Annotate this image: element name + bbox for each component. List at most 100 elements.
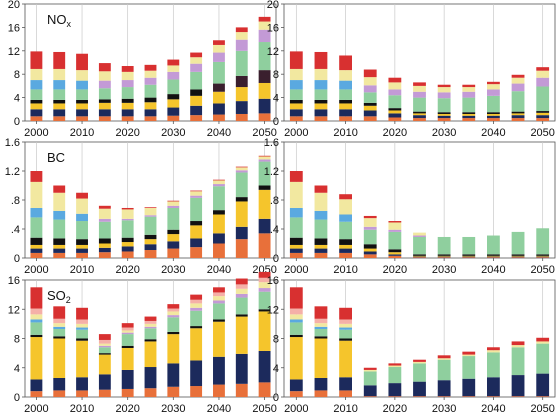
bar-segment [144,328,157,340]
bar-segment [167,59,180,66]
bar-segment [339,338,352,341]
bar-segment [314,328,328,337]
bar-segment [437,87,451,93]
bar-segment [413,235,426,237]
x-tick-label: 2040 [481,127,505,139]
bar-segment [289,248,303,253]
bar-segment [258,271,271,278]
bar-segment [213,114,225,121]
bar-segment [289,116,303,121]
bar-segment [462,351,476,355]
bar-segment [462,354,476,357]
bar-segment [388,117,402,121]
bar-segment [536,86,550,112]
bar-segment [167,207,180,230]
bar-segment [363,102,377,106]
bar-segment [213,61,225,84]
bar-segment [536,256,550,258]
bar-segment [413,97,426,112]
bar-segment [121,80,134,88]
bar-segment [144,367,157,389]
bar-segment [363,369,377,372]
bar-segment [487,84,500,90]
bar-segment [314,116,328,121]
bar-segment [536,111,550,113]
bar-segment [190,197,203,222]
bar-segment [388,255,402,258]
bar-2030 [437,236,451,258]
bar-segment [76,70,88,81]
y-tick-label: 16 [267,22,279,34]
bar-segment [289,51,303,69]
bar-segment [363,69,377,78]
bar-2025 [413,232,426,258]
bar-segment [339,327,352,330]
bar-2005 [53,306,66,397]
bar-segment [213,186,225,211]
x-tick-label: 2010 [333,264,357,276]
bar-segment [167,317,180,332]
x-tick-label: 2000 [284,264,308,276]
bar-segment [413,111,426,114]
bar-segment [76,252,88,258]
bar-2040 [487,81,500,121]
bar-segment [314,238,328,245]
bar-segment [258,277,271,283]
x-tick-label: 2000 [284,127,308,139]
y-tick-label: 8 [14,69,20,81]
bar-segment [289,181,303,208]
bar-segment [30,252,43,258]
bar-segment [98,339,111,344]
bar-segment [437,98,451,113]
bar-segment [462,115,476,119]
bar-2040 [213,40,225,121]
bar-segment [437,84,451,88]
bar-segment [121,251,134,258]
bar-segment [388,363,402,366]
bar-segment [258,189,271,219]
bar-2025 [144,316,157,397]
bar-segment [30,244,43,249]
bar-segment [536,67,550,71]
bar-segment [235,101,248,114]
bar-segment [98,343,111,346]
bar-segment [413,115,426,119]
bar-segment [235,166,248,168]
bar-segment [462,356,476,379]
bar-segment [363,371,377,386]
bar-segment [487,350,500,353]
bar-segment [144,323,157,327]
y-tick-label: 0 [273,116,279,128]
bar-segment [98,80,111,89]
bar-segment [53,99,66,104]
bar-segment [258,70,271,83]
bar-segment [167,115,180,121]
bar-segment [121,327,134,331]
bar-segment [388,95,402,109]
bar-segment [144,207,157,208]
bar-segment [536,343,550,374]
bar-segment [314,390,328,397]
x-tick-label: 2010 [70,127,94,139]
bar-segment [289,334,303,338]
bar-segment [462,378,476,397]
bar-segment [487,347,500,351]
bar-segment [339,248,352,253]
x-tick-label: 2050 [530,403,554,415]
bar-2020 [388,221,402,258]
x-tick-label: 2010 [70,264,94,276]
bar-segment [167,311,180,316]
bar-segment [76,323,88,328]
bar-segment [213,83,225,92]
bar-2050 [258,271,271,397]
bar-segment [53,338,66,378]
bar-segment [314,99,328,104]
bar-segment [314,192,328,211]
bar-segment [258,233,271,258]
bar-segment [235,284,248,289]
bar-segment [121,345,134,349]
bar-segment [413,256,426,258]
bar-segment [314,244,328,249]
bar-segment [289,244,303,249]
bar-segment [121,109,134,117]
